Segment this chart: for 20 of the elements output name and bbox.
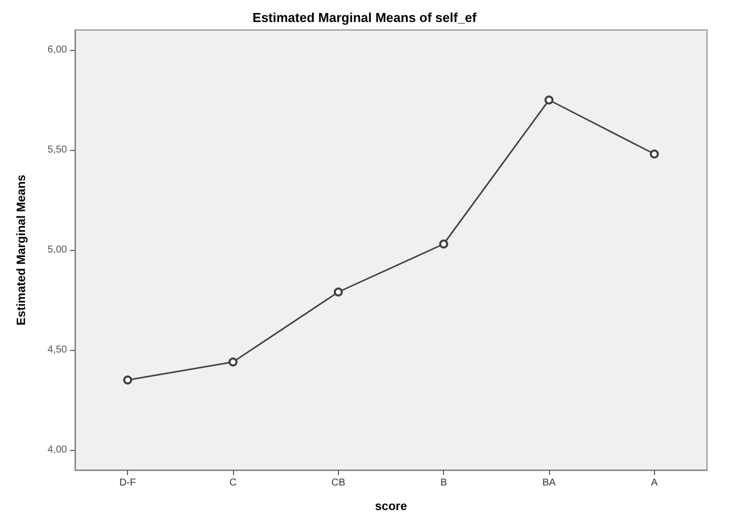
y-axis-title: Estimated Marginal Means bbox=[14, 174, 28, 326]
x-tick-label: BA bbox=[542, 478, 556, 488]
y-tick-label: 5,50 bbox=[48, 144, 68, 156]
y-tick-label: 4,00 bbox=[48, 444, 68, 456]
chart-title: Estimated Marginal Means of self_ef bbox=[252, 10, 478, 25]
x-tick-label: A bbox=[650, 478, 658, 488]
y-tick-label: 4,50 bbox=[48, 344, 68, 356]
point bbox=[439, 240, 448, 248]
x-tick-label: D-F bbox=[119, 478, 136, 488]
y-tick-label: 6,00 bbox=[48, 44, 68, 56]
point bbox=[650, 150, 659, 158]
point bbox=[228, 358, 238, 366]
x-tick-label: CB bbox=[331, 478, 346, 488]
point bbox=[123, 376, 132, 384]
point bbox=[544, 96, 554, 104]
y-tick-label: 5,00 bbox=[48, 244, 68, 256]
point bbox=[334, 288, 343, 296]
x-axis-title: score bbox=[374, 499, 408, 513]
x-tick-label: C bbox=[229, 478, 237, 488]
x-tick-label: B bbox=[440, 478, 448, 488]
